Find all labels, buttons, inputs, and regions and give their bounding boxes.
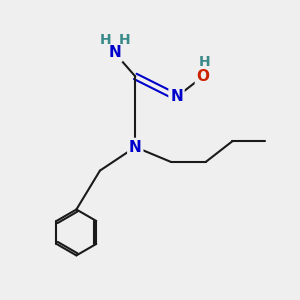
Text: H: H [199, 55, 210, 69]
Text: N: N [170, 89, 183, 104]
Text: O: O [196, 69, 209, 84]
Text: H: H [99, 34, 111, 47]
Text: N: N [129, 140, 142, 154]
Text: N: N [108, 45, 121, 60]
Text: H: H [118, 34, 130, 47]
